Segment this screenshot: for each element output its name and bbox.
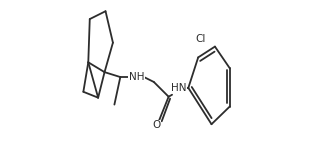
Text: NH: NH — [129, 72, 144, 82]
Text: HN: HN — [171, 83, 186, 93]
Text: Cl: Cl — [196, 34, 206, 44]
Text: O: O — [152, 120, 160, 130]
